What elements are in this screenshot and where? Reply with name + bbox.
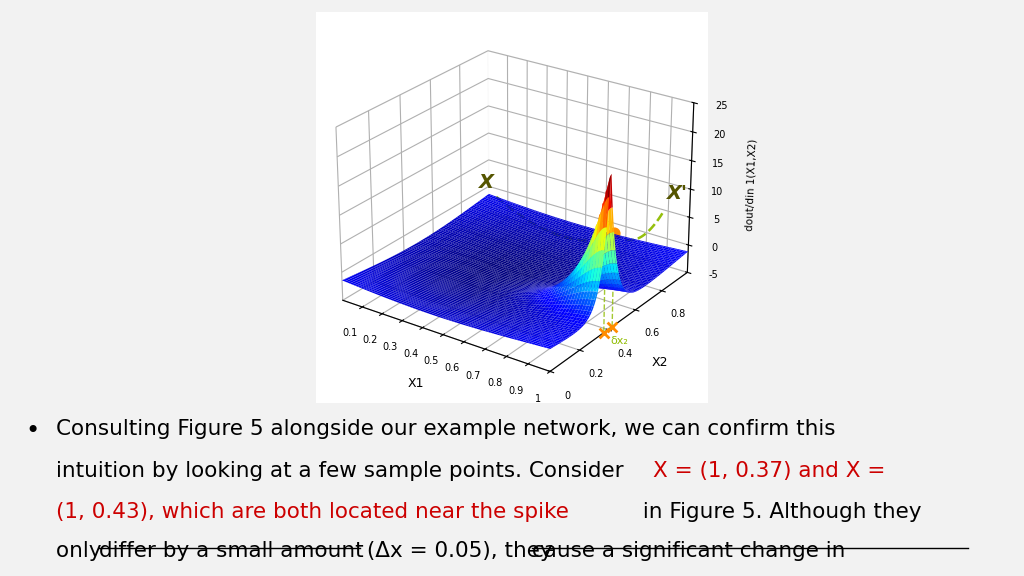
Text: differ by a small amount: differ by a small amount xyxy=(99,541,364,561)
Text: X = (1, 0.37) and X =: X = (1, 0.37) and X = xyxy=(653,461,886,481)
Text: in Figure 5. Although they: in Figure 5. Although they xyxy=(636,502,922,522)
Text: cause a significant change in: cause a significant change in xyxy=(532,541,846,561)
X-axis label: X1: X1 xyxy=(408,377,424,390)
Text: (1, 0.43), which are both located near the spike: (1, 0.43), which are both located near t… xyxy=(56,502,569,522)
Text: only: only xyxy=(56,541,109,561)
Text: intuition by looking at a few sample points. Consider: intuition by looking at a few sample poi… xyxy=(56,461,631,481)
Text: (Δx = 0.05), they: (Δx = 0.05), they xyxy=(360,541,560,561)
Text: Consulting Figure 5 alongside our example network, we can confirm this: Consulting Figure 5 alongside our exampl… xyxy=(56,419,836,439)
Y-axis label: X2: X2 xyxy=(651,355,668,369)
Text: •: • xyxy=(26,419,40,443)
